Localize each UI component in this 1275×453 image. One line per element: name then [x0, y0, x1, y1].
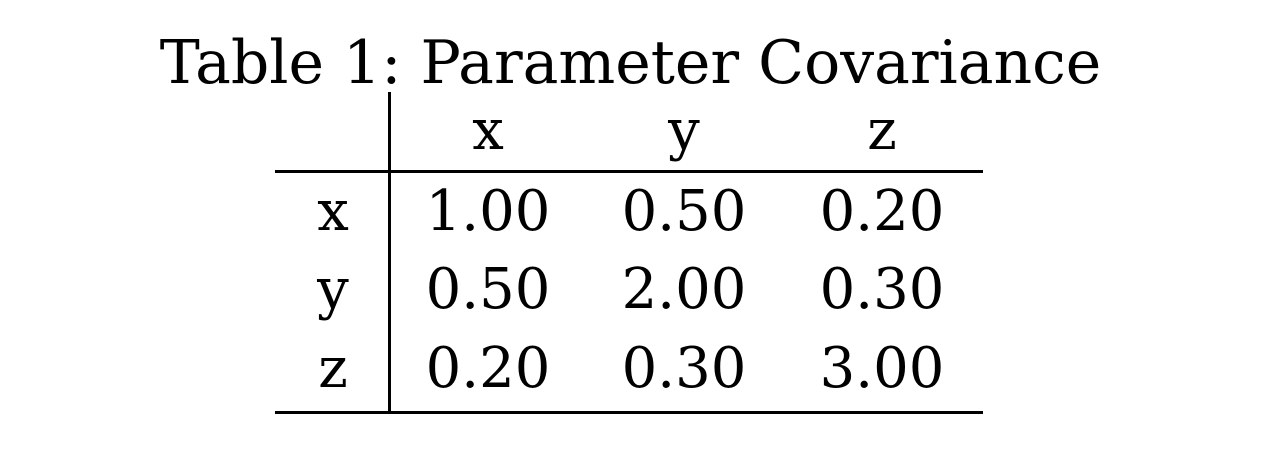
table-cell: 0.50	[621, 179, 747, 244]
row-label-x: x	[317, 179, 349, 244]
column-header-y: y	[668, 98, 700, 163]
table-cell: 0.30	[621, 336, 747, 401]
column-header-z: z	[867, 98, 897, 163]
table-cell: 1.00	[425, 179, 551, 244]
column-header-x: x	[472, 98, 504, 163]
header-rule	[275, 170, 983, 173]
table-cell: 0.30	[819, 257, 945, 322]
bottom-rule	[275, 411, 983, 414]
table-cell: 0.20	[819, 179, 945, 244]
table-caption: Table 1: Parameter Covariance	[159, 28, 1102, 98]
row-label-z: z	[318, 336, 348, 401]
table-cell: 0.50	[425, 257, 551, 322]
row-label-y: y	[317, 257, 349, 322]
table-cell: 2.00	[621, 257, 747, 322]
table-cell: 3.00	[819, 336, 945, 401]
table-cell: 0.20	[425, 336, 551, 401]
vertical-rule	[388, 92, 391, 413]
